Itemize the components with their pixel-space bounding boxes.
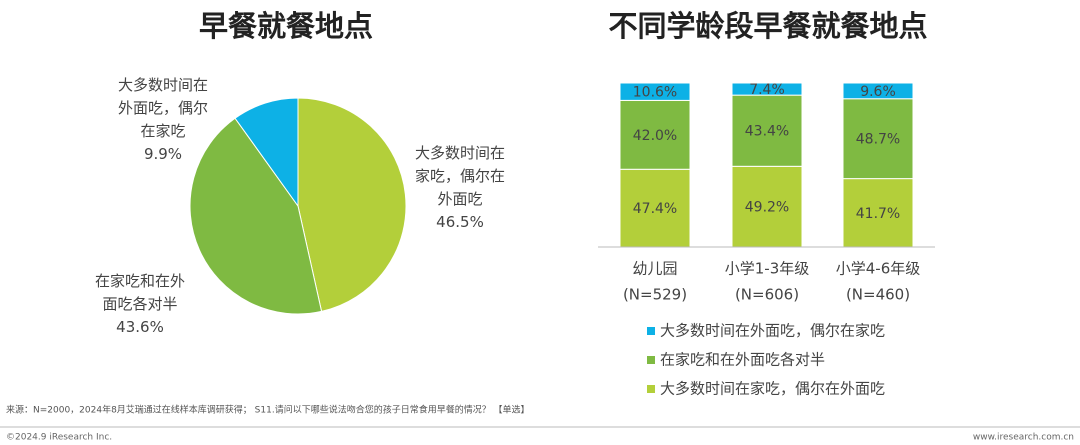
x-tick-label: 幼儿园 [632, 260, 677, 278]
pie-slice [297, 97, 407, 312]
bar-segment [842, 98, 914, 180]
pie-label: 大多数时间在家吃，偶尔在外面吃 46.5% [412, 142, 508, 234]
x-tick-label: 小学4-6年级 [836, 260, 921, 278]
bar-segment [842, 178, 914, 248]
bar-value-label: 47.4% [633, 201, 677, 217]
bar-segment [731, 165, 803, 248]
bar-value-label: 10.6% [633, 85, 677, 101]
bar-value-label: 42.0% [633, 128, 677, 144]
pie-value-label: 9.9% [143, 145, 183, 163]
legend-label: 大多数时间在家吃，偶尔在外面吃 [660, 380, 885, 398]
bar-value-label: 48.7% [856, 132, 900, 148]
pie-value-label: 43.6% [116, 318, 164, 336]
pie-slice [234, 97, 299, 208]
source-note: 来源：N=2000，2024年8月艾瑞通过在线样本库调研获得； S11.请问以下… [6, 404, 530, 416]
bar-segment [731, 94, 803, 167]
bar-title: 不同学龄段早餐就餐地点 [608, 9, 927, 43]
bar-value-label: 41.7% [856, 206, 900, 222]
legend-label: 大多数时间在外面吃，偶尔在家吃 [660, 322, 885, 340]
bar-value-label: 9.6% [860, 84, 896, 100]
pie-value-label: 46.5% [436, 213, 484, 231]
bar-value-label: 43.4% [745, 124, 789, 140]
bar-segment [619, 82, 691, 101]
copyright: ©2024.9 iResearch Inc. [6, 433, 112, 443]
pie-title: 早餐就餐地点 [199, 9, 373, 43]
bar-segment [619, 99, 691, 170]
bar-segment [731, 82, 803, 96]
x-tick-note: (N=606) [735, 286, 799, 304]
pie-label: 在家吃和在外面吃各对半 43.6% [92, 270, 188, 339]
pie-category-label: 在家吃和在外面吃各对半 [94, 272, 185, 313]
legend-swatch [647, 327, 655, 335]
bar-value-label: 7.4% [749, 82, 785, 98]
bar-value-label: 49.2% [745, 200, 789, 216]
pie-category-label: 大多数时间在家吃，偶尔在外面吃 [414, 144, 505, 208]
x-tick-note: (N=460) [846, 286, 910, 304]
legend-label: 在家吃和在外面吃各对半 [660, 351, 825, 369]
x-tick-note: (N=529) [623, 286, 687, 304]
x-tick-label: 小学1-3年级 [725, 260, 810, 278]
legend-swatch [647, 385, 655, 393]
pie-category-label: 大多数时间在外面吃，偶尔在家吃 [117, 76, 208, 140]
pie-label: 大多数时间在外面吃，偶尔在家吃 9.9% [115, 74, 211, 166]
legend-swatch [647, 356, 655, 364]
pie-slice [189, 117, 323, 315]
bar-segment [842, 82, 914, 100]
site-url: www.iresearch.com.cn [973, 433, 1074, 443]
